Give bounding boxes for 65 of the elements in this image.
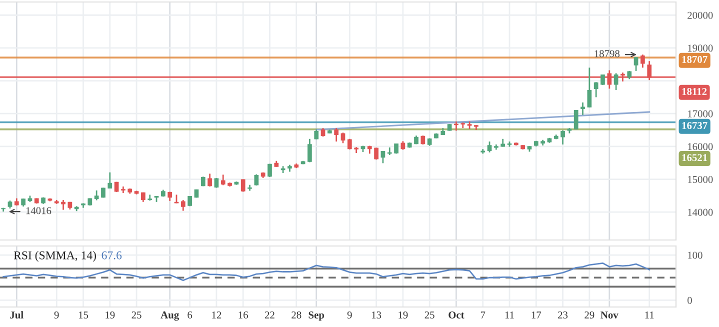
x-tick-label: 7: [480, 312, 486, 318]
candlestick: [168, 191, 172, 202]
candlestick: [220, 174, 226, 186]
candlestick: [487, 140, 492, 154]
x-tick-label: 29: [584, 311, 594, 318]
x-tick-label: 19: [106, 311, 115, 318]
x-tick-label: 13: [372, 311, 382, 318]
x-tick-label: 19: [398, 311, 408, 318]
candlestick: [308, 138, 312, 163]
x-tick-label: 15: [78, 312, 88, 318]
candlestick: [208, 172, 212, 188]
x-tick-label: 28: [292, 311, 302, 318]
candlestick: [214, 177, 219, 188]
candlestick: [254, 174, 259, 186]
candlestick: [594, 81, 598, 98]
line-series: [2, 262, 650, 282]
x-tick-label: 25: [132, 311, 142, 318]
annotation: 18798: [594, 50, 620, 58]
candlestick: [180, 199, 186, 212]
y-tick-label: 14000: [688, 208, 713, 216]
x-tick-label: 9: [54, 311, 59, 318]
x-tick-label: Oct: [448, 311, 464, 318]
candlestick: [94, 190, 99, 201]
x-tick-label: Aug: [160, 311, 179, 321]
y-tick-label: 17000: [688, 110, 713, 118]
x-tick-label: Sep: [308, 311, 324, 321]
x-tick-label: 12: [212, 311, 222, 318]
candlestick: [614, 72, 618, 91]
candlestick: [640, 54, 645, 68]
x-tick-label: 17: [532, 312, 542, 318]
chart-title: RSI (SMMA, 14): [14, 251, 96, 262]
y-tick-label: 20000: [688, 12, 713, 19]
candlestick: [560, 130, 565, 146]
candlestick: [587, 66, 592, 108]
x-tick-label: 6: [188, 311, 192, 318]
candlestick: [108, 172, 112, 190]
candlestick: [380, 150, 386, 164]
x-tick-label: 11: [505, 312, 514, 318]
x-tick-label: 22: [264, 311, 274, 318]
annotation: 14016: [26, 207, 52, 214]
candlestick: [334, 127, 339, 142]
x-tick-label: 23: [558, 311, 568, 318]
y-tick-label: 15000: [688, 176, 713, 183]
candlestick: [634, 56, 638, 72]
ref-line-label: 18112: [682, 88, 707, 95]
ref-line-label: 18707: [682, 56, 708, 63]
candlestick: [340, 132, 346, 144]
y-tick-label: 100: [688, 252, 702, 259]
ref-line-label: 16737: [682, 122, 708, 130]
annotation: 67.6: [102, 251, 122, 260]
x-tick-label: 16: [238, 311, 248, 318]
candlestick: [268, 163, 272, 178]
x-tick-label: 11: [645, 312, 654, 318]
candlestick: [580, 102, 585, 116]
x-tick-label: 25: [424, 311, 434, 318]
candlestick: [600, 74, 605, 86]
ref-line-label: 16521: [682, 154, 708, 162]
x-tick-label: Jul: [10, 311, 24, 319]
candlestick: [574, 109, 578, 130]
y-tick-label: 19000: [688, 44, 713, 52]
y-tick-label: 0: [688, 296, 692, 304]
candlestick: [61, 199, 66, 210]
x-tick-label: 9: [347, 311, 352, 318]
y-tick-label: 16000: [688, 143, 713, 150]
x-tick-label: Nov: [600, 312, 618, 318]
